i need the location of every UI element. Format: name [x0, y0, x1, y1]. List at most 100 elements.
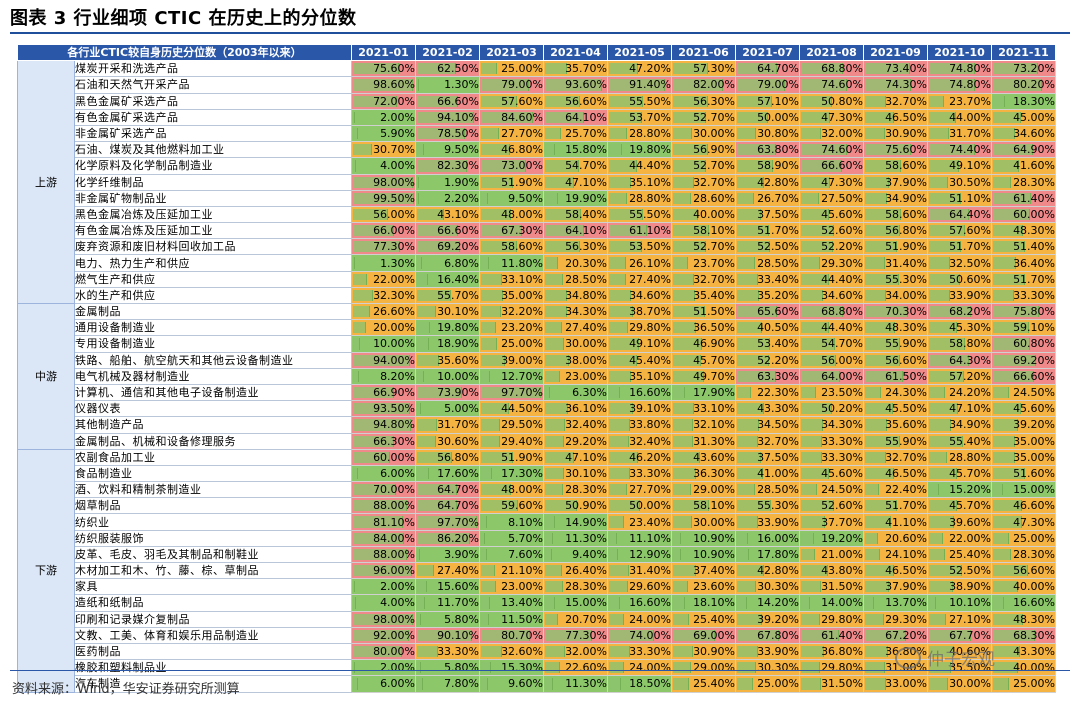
cell-value: 91.40%	[629, 78, 672, 92]
percentile-cell: 66.60%	[991, 367, 1057, 385]
data-bar	[801, 95, 833, 107]
data-bar	[993, 370, 1034, 382]
data-bar	[737, 467, 763, 480]
cell-value: 94.10%	[437, 110, 480, 124]
percentile-cell: 38.70%	[607, 302, 673, 321]
percentile-cell: 11.50%	[479, 610, 545, 628]
industry-name: 金属制品	[73, 302, 353, 321]
data-bar	[609, 225, 647, 237]
table-row: 铁路、船舶、航空航天和其他云设备制造业 94.00% 35.60% 39.00% 38.…	[18, 351, 1057, 369]
data-bar	[673, 257, 689, 269]
data-bar	[673, 95, 708, 107]
percentile-cell: 51.70%	[735, 222, 801, 240]
percentile-cell: 28.30%	[991, 545, 1057, 564]
cell-value: 58.10%	[693, 224, 736, 238]
percentile-cell: 26.40%	[543, 561, 609, 580]
percentile-cell: 23.40%	[607, 513, 673, 531]
industry-name: 黑色金属冶炼及压延加工业	[73, 205, 353, 224]
cell-value: 73.40%	[885, 62, 928, 76]
data-bar	[865, 127, 885, 140]
cell-value: 30.60%	[437, 434, 480, 448]
percentile-cell: 26.70%	[735, 189, 801, 207]
percentile-cell: 94.80%	[351, 416, 417, 434]
table-row: 食品制造业 6.00% 17.60% 17.30% 30.10% 33.30% 36.30%…	[18, 464, 1057, 483]
data-bar	[545, 451, 575, 463]
cell-value: 50.00%	[757, 110, 800, 124]
percentile-cell: 97.70%	[479, 383, 545, 402]
cell-value: 68.80%	[821, 305, 864, 319]
percentile-cell: 23.00%	[479, 578, 545, 596]
data-bar	[993, 160, 1019, 172]
percentile-cell: 2.00%	[351, 108, 417, 126]
cell-value: 11.30%	[565, 531, 608, 545]
data-bar	[545, 241, 580, 253]
cell-value: 59.60%	[501, 499, 544, 513]
cell-value: 57.20%	[949, 369, 992, 383]
cell-value: 43.60%	[693, 450, 736, 464]
cell-value: 79.00%	[501, 78, 544, 92]
data-bar	[417, 144, 424, 156]
cell-value: 42.80%	[757, 175, 800, 189]
percentile-cell: 99.50%	[351, 189, 417, 207]
watermark: 仲子宏观	[895, 645, 995, 670]
data-bar	[737, 548, 749, 560]
cell-value: 64.70%	[757, 62, 800, 76]
percentile-cell: 16.00%	[735, 529, 801, 547]
percentile-cell: 79.00%	[735, 76, 801, 94]
cell-value: 31.70%	[949, 127, 992, 141]
data-bar	[545, 419, 566, 431]
header-month: 2021-03	[479, 43, 545, 62]
data-bar	[545, 306, 567, 318]
data-bar	[609, 208, 644, 221]
cell-value: 47.30%	[821, 110, 864, 124]
data-bar	[865, 79, 911, 91]
percentile-cell: 10.00%	[351, 335, 417, 353]
percentile-cell: 41.00%	[735, 464, 801, 483]
percentile-cell: 31.70%	[927, 124, 993, 143]
cell-value: 33.30%	[1013, 288, 1056, 302]
cell-value: 80.00%	[373, 645, 416, 659]
data-bar	[865, 516, 891, 528]
data-bar	[545, 370, 560, 382]
cell-value: 24.20%	[949, 386, 992, 400]
cell-value: 77.30%	[565, 628, 608, 642]
cell-value: 64.90%	[1013, 143, 1056, 157]
cell-value: 43.10%	[437, 207, 480, 221]
percentile-cell: 33.30%	[415, 642, 481, 661]
cell-value: 44.00%	[949, 110, 992, 124]
percentile-cell: 23.20%	[479, 319, 545, 337]
data-bar	[737, 127, 757, 140]
percentile-cell: 32.50%	[927, 254, 993, 272]
data-bar	[737, 79, 786, 91]
cell-value: 26.40%	[565, 564, 608, 578]
cell-value: 32.70%	[693, 175, 736, 189]
cell-value: 28.30%	[565, 580, 608, 594]
percentile-cell: 2.00%	[351, 578, 417, 596]
cell-value: 47.30%	[821, 175, 864, 189]
cell-value: 29.80%	[821, 661, 864, 675]
cell-value: 27.70%	[501, 127, 544, 141]
cell-value: 56.80%	[885, 224, 928, 238]
data-bar	[929, 322, 958, 334]
cell-value: 40.00%	[1013, 580, 1056, 594]
cell-value: 51.40%	[1013, 240, 1056, 254]
cell-value: 26.10%	[629, 256, 672, 270]
percentile-cell: 55.40%	[927, 432, 993, 450]
percentile-cell: 98.60%	[351, 76, 417, 94]
percentile-cell: 32.40%	[543, 416, 609, 434]
data-bar	[737, 484, 756, 496]
cell-value: 5.90%	[380, 127, 416, 141]
data-bar	[481, 225, 523, 237]
table-row: 汽车制造 6.00% 7.80% 9.60% 11.30% 18.50% 25.40% 25.…	[18, 675, 1057, 693]
percentile-cell: 37.90%	[863, 173, 929, 191]
cell-value: 67.80%	[757, 628, 800, 642]
cell-value: 66.60%	[437, 94, 480, 108]
percentile-cell: 24.10%	[863, 545, 929, 564]
cell-value: 33.00%	[885, 677, 928, 691]
percentile-cell: 60.00%	[351, 448, 417, 466]
percentile-cell: 14.20%	[735, 594, 801, 612]
percentile-cell: 17.60%	[415, 464, 481, 483]
data-bar	[865, 435, 900, 447]
data-bar	[417, 581, 428, 593]
industry-name: 废弃资源和废旧材料回收加工品	[73, 238, 353, 256]
